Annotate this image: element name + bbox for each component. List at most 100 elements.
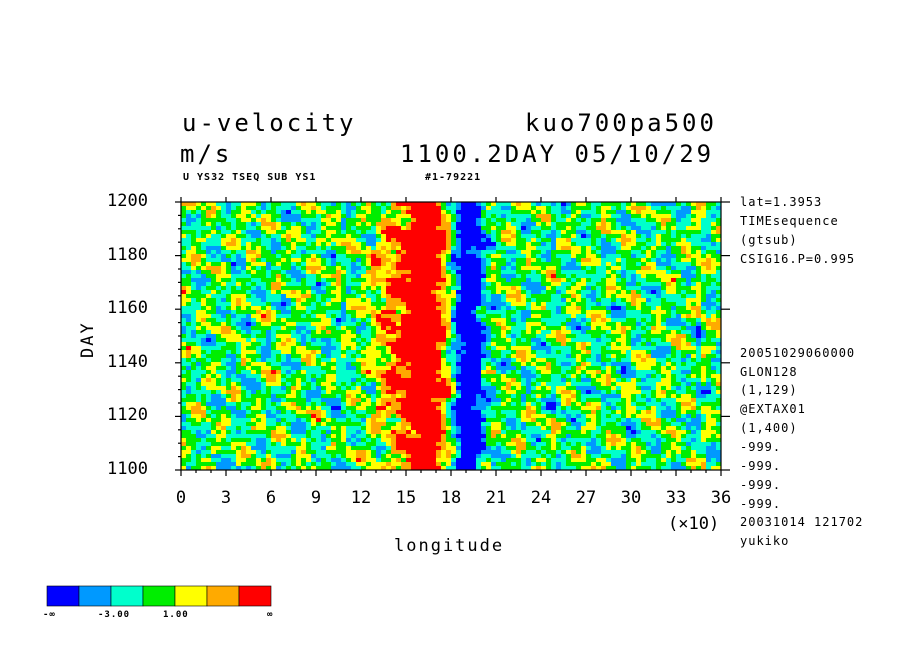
heatmap-cell (506, 202, 512, 207)
heatmap-cell (371, 306, 377, 311)
heatmap-cell (491, 338, 497, 343)
heatmap-cell (266, 370, 272, 375)
heatmap-cell (491, 306, 497, 311)
heatmap-cell (691, 226, 697, 231)
heatmap-cell (236, 326, 242, 331)
heatmap-cell (261, 226, 267, 231)
heatmap-cell (341, 330, 347, 335)
heatmap-cell (676, 314, 682, 319)
heatmap-cell (526, 342, 532, 347)
heatmap-cell (191, 354, 197, 359)
heatmap-cell (691, 358, 697, 363)
heatmap-cell (231, 258, 237, 263)
heatmap-cell (581, 338, 587, 343)
heatmap-cell (271, 214, 277, 219)
heatmap-cell (691, 270, 697, 275)
heatmap-cell (211, 326, 217, 331)
heatmap-cell (491, 358, 497, 363)
heatmap-cell (446, 234, 452, 239)
heatmap-cell (651, 234, 657, 239)
heatmap-cell (506, 374, 512, 379)
heatmap-cell (206, 350, 212, 355)
heatmap-cell (516, 342, 522, 347)
heatmap-cell (321, 226, 327, 231)
heatmap-cell (196, 246, 202, 251)
heatmap-cell (631, 294, 637, 299)
heatmap-cell (521, 370, 527, 375)
heatmap-cell (601, 278, 607, 283)
heatmap-cell (341, 206, 347, 211)
heatmap-cell (261, 354, 267, 359)
heatmap-cell (251, 350, 257, 355)
heatmap-cell (361, 290, 367, 295)
heatmap-cell (406, 214, 412, 219)
heatmap-cell (536, 238, 542, 243)
heatmap-cell (446, 290, 452, 295)
heatmap-cell (566, 246, 572, 251)
heatmap-cell (231, 350, 237, 355)
heatmap-cell (696, 202, 702, 207)
heatmap-cell (201, 290, 207, 295)
heatmap-cell (326, 350, 332, 355)
heatmap-cell (596, 310, 602, 315)
heatmap-cell (371, 350, 377, 355)
heatmap-cell (316, 202, 322, 207)
heatmap-cell (626, 314, 632, 319)
heatmap-cell (301, 282, 307, 287)
heatmap-cell (496, 330, 502, 335)
heatmap-cell (456, 266, 462, 271)
heatmap-cell (621, 226, 627, 231)
heatmap-cell (246, 222, 252, 227)
heatmap-cell (431, 290, 437, 295)
heatmap-cell (701, 326, 707, 331)
heatmap-cell (676, 378, 682, 383)
heatmap-cell (311, 338, 317, 343)
heatmap-cell (716, 346, 721, 351)
heatmap-cell (426, 226, 432, 231)
heatmap-cell (486, 202, 492, 207)
heatmap-cell (276, 354, 282, 359)
heatmap-cell (571, 330, 577, 335)
heatmap-cell (221, 202, 227, 207)
heatmap-cell (526, 266, 532, 271)
heatmap-cell (586, 282, 592, 287)
heatmap-cell (431, 294, 437, 299)
heatmap-cell (556, 246, 562, 251)
heatmap-cell (581, 286, 587, 291)
heatmap-cell (361, 258, 367, 263)
heatmap-cell (446, 326, 452, 331)
heatmap-cell (411, 338, 417, 343)
heatmap-cell (366, 358, 372, 363)
heatmap-cell (596, 338, 602, 343)
heatmap-cell (181, 326, 187, 331)
heatmap-cell (511, 274, 517, 279)
heatmap-cell (391, 350, 397, 355)
heatmap-cell (591, 206, 597, 211)
heatmap-cell (216, 278, 222, 283)
heatmap-cell (601, 242, 607, 247)
sub-label-left: U YS32 TSEQ SUB YS1 (183, 172, 317, 183)
heatmap-cell (206, 294, 212, 299)
heatmap-cell (241, 218, 247, 223)
heatmap-cell (661, 218, 667, 223)
heatmap-cell (441, 214, 447, 219)
heatmap-cell (226, 374, 232, 379)
heatmap-cell (701, 294, 707, 299)
heatmap-cell (191, 302, 197, 307)
heatmap-cell (716, 242, 721, 247)
heatmap-cell (636, 262, 642, 267)
heatmap-cell (331, 370, 337, 375)
heatmap-cell (556, 206, 562, 211)
heatmap-cell (446, 362, 452, 367)
heatmap-cell (466, 378, 472, 383)
heatmap-cell (706, 326, 712, 331)
heatmap-cell (646, 314, 652, 319)
heatmap-cell (411, 270, 417, 275)
heatmap-cell (441, 342, 447, 347)
heatmap-cell (261, 290, 267, 295)
heatmap-cell (276, 310, 282, 315)
heatmap-cell (186, 346, 192, 351)
heatmap-cell (241, 370, 247, 375)
heatmap-cell (271, 246, 277, 251)
heatmap-cell (441, 206, 447, 211)
